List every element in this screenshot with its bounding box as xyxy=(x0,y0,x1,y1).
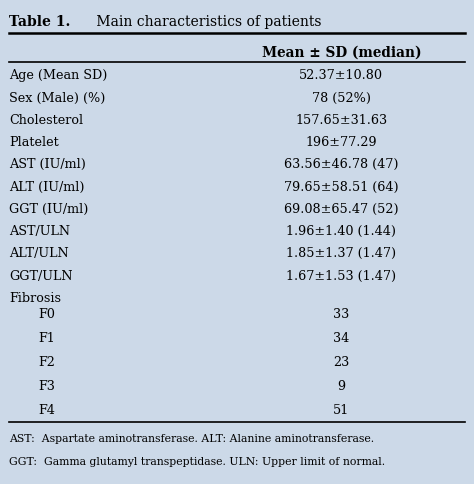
Text: Mean ± SD (median): Mean ± SD (median) xyxy=(262,46,421,60)
Text: 34: 34 xyxy=(333,332,349,345)
Text: GGT/ULN: GGT/ULN xyxy=(9,270,73,283)
Text: Main characteristics of patients: Main characteristics of patients xyxy=(92,15,322,30)
Text: F3: F3 xyxy=(38,380,55,393)
Text: Sex (Male) (%): Sex (Male) (%) xyxy=(9,91,106,105)
Text: 9: 9 xyxy=(337,380,346,393)
Text: GGT (IU/ml): GGT (IU/ml) xyxy=(9,203,89,216)
Text: 157.65±31.63: 157.65±31.63 xyxy=(295,114,387,127)
Text: 69.08±65.47 (52): 69.08±65.47 (52) xyxy=(284,203,399,216)
Text: F2: F2 xyxy=(38,356,55,369)
Text: Age (Mean SD): Age (Mean SD) xyxy=(9,69,108,82)
Text: 1.96±1.40 (1.44): 1.96±1.40 (1.44) xyxy=(286,225,396,238)
Text: 51: 51 xyxy=(333,404,349,417)
Text: ALT/ULN: ALT/ULN xyxy=(9,247,69,260)
Text: AST/ULN: AST/ULN xyxy=(9,225,71,238)
Text: 79.65±58.51 (64): 79.65±58.51 (64) xyxy=(284,181,399,194)
Text: 63.56±46.78 (47): 63.56±46.78 (47) xyxy=(284,158,399,171)
Text: 1.85±1.37 (1.47): 1.85±1.37 (1.47) xyxy=(286,247,396,260)
Text: Cholesterol: Cholesterol xyxy=(9,114,83,127)
Text: 1.67±1.53 (1.47): 1.67±1.53 (1.47) xyxy=(286,270,396,283)
Text: 196±77.29: 196±77.29 xyxy=(305,136,377,149)
Text: AST (IU/ml): AST (IU/ml) xyxy=(9,158,86,171)
Text: F4: F4 xyxy=(38,404,55,417)
Text: 78 (52%): 78 (52%) xyxy=(312,91,371,105)
Text: 52.37±10.80: 52.37±10.80 xyxy=(299,69,383,82)
Text: 33: 33 xyxy=(333,308,349,321)
Text: Fibrosis: Fibrosis xyxy=(9,292,62,305)
Text: F1: F1 xyxy=(38,332,55,345)
Text: Platelet: Platelet xyxy=(9,136,59,149)
Text: ALT (IU/ml): ALT (IU/ml) xyxy=(9,181,85,194)
Text: Table 1.: Table 1. xyxy=(9,15,71,30)
Text: F0: F0 xyxy=(38,308,55,321)
Text: GGT:  Gamma glutamyl transpeptidase. ULN: Upper limit of normal.: GGT: Gamma glutamyl transpeptidase. ULN:… xyxy=(9,457,386,467)
Text: AST:  Aspartate aminotransferase. ALT: Alanine aminotransferase.: AST: Aspartate aminotransferase. ALT: Al… xyxy=(9,434,374,444)
Text: 23: 23 xyxy=(333,356,349,369)
